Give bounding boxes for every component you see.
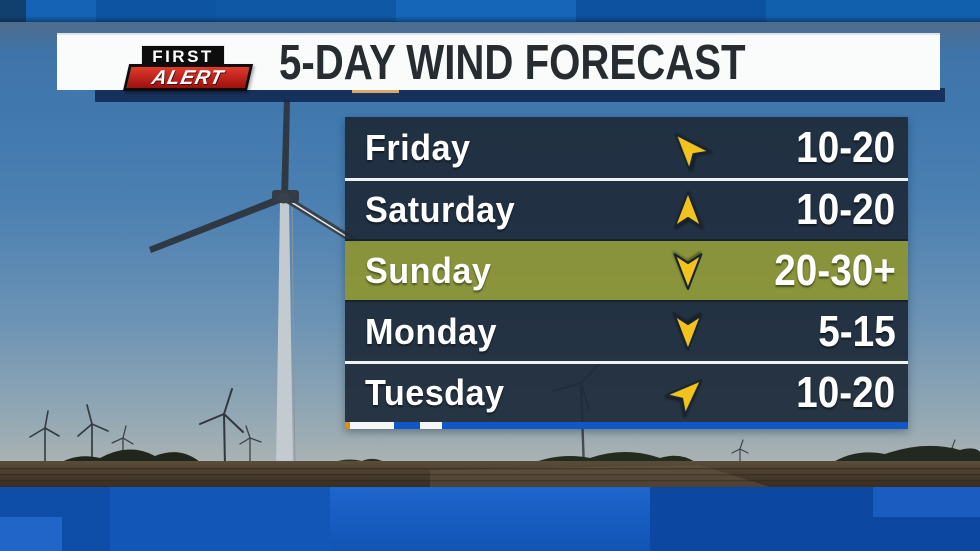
wind-arrow-up-left-icon	[655, 117, 721, 178]
forecast-row-friday: Friday 10-20	[345, 117, 908, 178]
forecast-table: Friday 10-20 Saturday 10-20 Sunday 20-30…	[345, 117, 908, 429]
day-label: Friday	[365, 126, 471, 168]
top-mosaic-band	[0, 0, 980, 22]
mosaic-tile	[96, 0, 216, 22]
mosaic-tile	[396, 0, 576, 22]
mosaic-tile	[873, 487, 980, 517]
wind-speed-value: 10-20	[796, 185, 896, 234]
wind-arrow-down-icon	[655, 241, 721, 300]
day-label: Tuesday	[365, 372, 505, 413]
wind-speed-value: 20-30+	[774, 245, 896, 295]
page-title: 5-DAY WIND FORECAST	[279, 36, 746, 90]
turbine-small	[199, 388, 244, 468]
day-label: Saturday	[365, 189, 516, 230]
mosaic-tile	[330, 487, 650, 551]
wind-farm-scene	[0, 98, 980, 487]
day-label: Sunday	[365, 249, 492, 291]
mosaic-tile	[766, 0, 980, 22]
wind-arrow-down-icon	[655, 302, 721, 361]
header-bar: FIRST ALERT 5-DAY WIND FORECAST	[57, 33, 940, 91]
turbine-small	[731, 439, 749, 465]
wind-speed-value: 10-20	[796, 122, 896, 172]
forecast-row-saturday: Saturday 10-20	[345, 178, 908, 239]
wind-arrow-up-icon	[655, 181, 721, 239]
accent-orange-tick	[345, 422, 350, 429]
bottom-mosaic-band	[0, 487, 980, 551]
forecast-row-monday: Monday 5-15	[345, 300, 908, 361]
day-label: Monday	[365, 310, 498, 352]
forecast-row-sunday: Sunday 20-30+	[345, 239, 908, 300]
logo-alert-box: ALERT	[122, 64, 254, 91]
forecast-row-tuesday: Tuesday 10-20	[345, 361, 908, 422]
header-shadow-strip	[95, 88, 945, 102]
table-accent-bar	[345, 422, 908, 429]
turbine-large	[149, 98, 361, 471]
wind-arrow-up-right-icon	[655, 364, 721, 422]
header-accent-segment	[352, 87, 399, 93]
wind-speed-value: 10-20	[796, 368, 896, 417]
accent-white-segment	[350, 422, 394, 429]
mosaic-tile	[26, 0, 96, 22]
field-ground	[0, 461, 980, 487]
accent-white-segment	[420, 422, 442, 429]
mosaic-tile	[0, 0, 26, 22]
turbine-small	[29, 410, 60, 467]
mosaic-tile	[0, 517, 62, 551]
first-alert-logo: FIRST ALERT	[122, 43, 255, 91]
wind-speed-value: 5-15	[818, 306, 896, 356]
mosaic-tile	[576, 0, 766, 22]
logo-first-box: FIRST	[141, 45, 225, 66]
mosaic-tile	[110, 487, 330, 551]
